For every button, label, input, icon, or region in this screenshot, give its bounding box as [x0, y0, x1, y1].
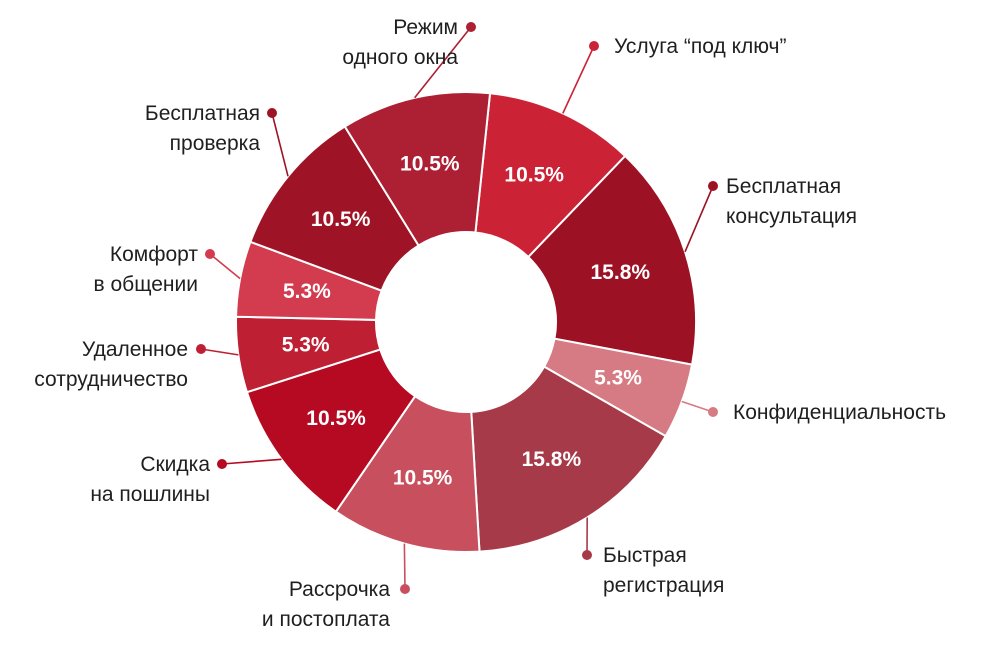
category-label-line: Удаленное	[82, 338, 188, 361]
category-label-line: проверка	[170, 132, 261, 155]
slice-рассрочка-и-постоплата	[334, 394, 481, 553]
category-labels: Услуга “под ключ” Бесплатная консультация К…	[34, 16, 946, 631]
category-label-скидка-на-пошлины: Скидка на пошлины	[90, 453, 210, 506]
category-label-line: Режим	[393, 16, 458, 39]
category-label-line: в общении	[94, 273, 198, 296]
percentage-labels: 10.5% 15.8% 5.3% 15.8% 10.5% 10.5% 5.3% 5.3% 10.…	[282, 153, 651, 490]
leader-dot	[466, 22, 476, 32]
leader-dot	[582, 550, 592, 560]
donut-slices	[235, 91, 697, 553]
category-label-line: Бесплатная	[726, 175, 841, 198]
slice-бесплатная-консультация	[526, 154, 697, 366]
leader-lines	[196, 22, 718, 594]
category-label-line: Скидка	[140, 453, 210, 476]
category-label-line: и постоплата	[262, 608, 390, 631]
leader-dot	[267, 108, 277, 118]
leader-line	[209, 253, 241, 280]
leader-line	[221, 458, 282, 465]
category-label-рассрочка-и-постоплата: Рассрочка и постоплата	[262, 578, 390, 631]
slice-value-label: 10.5%	[400, 153, 460, 176]
slice-быстрая-регистрация	[470, 365, 668, 553]
slice-value-label: 10.5%	[306, 407, 366, 430]
leader-line	[684, 185, 714, 253]
leader-dot	[708, 407, 718, 417]
category-label-конфиденциальность: Конфиденциальность	[733, 401, 946, 424]
category-label-line: регистрация	[603, 574, 724, 597]
category-label-line: Конфиденциальность	[733, 401, 946, 424]
category-label-бесплатная-консультация: Бесплатная консультация	[726, 175, 857, 228]
category-label-line: одного окна	[342, 46, 458, 69]
category-label-line: Быстрая	[603, 544, 687, 567]
leader-dot	[708, 181, 718, 191]
leader-line	[414, 26, 472, 99]
slice-value-label: 5.3%	[282, 334, 330, 357]
category-label-комфорт-в-общении: Комфорт в общении	[94, 243, 199, 296]
leader-dot	[196, 344, 206, 354]
slice-режим-одного-окна	[343, 91, 492, 247]
category-label-line: сотрудничество	[34, 368, 188, 391]
leader-dot	[217, 459, 227, 469]
category-label-line: Услуга “под ключ”	[614, 35, 786, 58]
slice-value-label: 10.5%	[311, 208, 371, 231]
leader-line	[271, 112, 289, 177]
category-label-line: Комфорт	[110, 243, 199, 266]
slice-бесплатная-проверка	[249, 125, 420, 292]
leader-line	[681, 400, 714, 413]
category-label-быстрая-регистрация: Быстрая регистрация	[603, 544, 724, 597]
category-label-услуга-под-ключ: Услуга “под ключ”	[614, 35, 786, 58]
slice-скидка-на-пошлины	[245, 348, 417, 514]
leader-line	[403, 543, 406, 590]
slice-value-label: 15.8%	[591, 261, 651, 284]
category-label-line: консультация	[726, 205, 857, 228]
category-label-line: Бесплатная	[145, 102, 260, 125]
slice-value-label: 5.3%	[594, 366, 642, 389]
slice-услуга-под-ключ	[474, 92, 627, 259]
slice-value-label: 15.8%	[522, 448, 582, 471]
category-label-режим-одного-окна: Режим одного окна	[342, 16, 458, 69]
category-label-line: Рассрочка	[289, 578, 390, 601]
category-label-удаленное-сотрудничество: Удаленное сотрудничество	[34, 338, 188, 391]
slice-value-label: 10.5%	[504, 164, 564, 187]
category-label-бесплатная-проверка: Бесплатная проверка	[145, 102, 260, 155]
leader-line	[200, 348, 239, 356]
leader-dot	[589, 41, 599, 51]
category-label-line: на пошлины	[90, 483, 210, 506]
leader-dot	[400, 584, 410, 594]
slice-value-label: 10.5%	[393, 467, 453, 490]
leader-line	[562, 45, 595, 114]
slice-value-label: 5.3%	[283, 280, 331, 303]
leader-dot	[205, 249, 215, 259]
